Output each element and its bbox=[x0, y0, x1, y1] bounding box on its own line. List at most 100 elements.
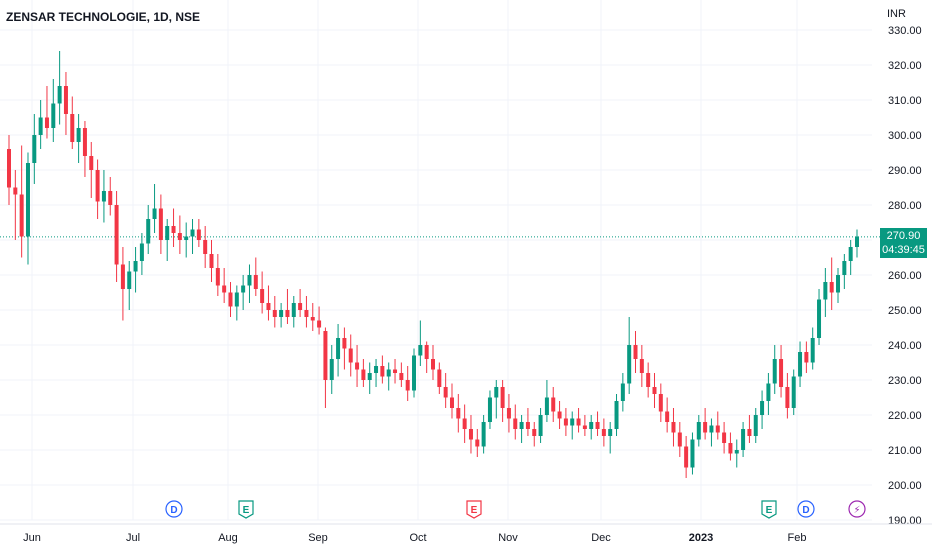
candle-body bbox=[589, 422, 594, 429]
candle-body bbox=[418, 345, 423, 356]
candle-body bbox=[184, 236, 189, 240]
candle-body bbox=[19, 194, 24, 237]
candle-body bbox=[538, 415, 543, 436]
candle-body bbox=[785, 387, 790, 408]
price-tick-label: 310.00 bbox=[888, 95, 922, 107]
candle-body bbox=[456, 408, 461, 419]
candle-body bbox=[272, 310, 277, 317]
candle-body bbox=[671, 422, 676, 433]
candle-body bbox=[355, 362, 360, 370]
candle-body bbox=[519, 422, 524, 429]
candle-body bbox=[772, 359, 777, 384]
candle-body bbox=[424, 345, 429, 359]
candle-body bbox=[817, 299, 822, 338]
candle-body bbox=[386, 369, 391, 377]
chart-title: ZENSAR TECHNOLOGIE, 1D, NSE bbox=[6, 10, 201, 24]
candle-body bbox=[32, 135, 37, 163]
event-marker-label: D bbox=[170, 505, 177, 516]
candle-body bbox=[836, 275, 841, 293]
candle-body bbox=[108, 191, 113, 205]
candle-body bbox=[82, 128, 87, 156]
candle-body bbox=[171, 226, 176, 233]
candle-body bbox=[7, 149, 11, 188]
candle-body bbox=[76, 128, 81, 142]
candle-body bbox=[753, 415, 758, 436]
candle-body bbox=[38, 117, 43, 135]
event-marker-label: D bbox=[802, 505, 809, 516]
candle-body bbox=[63, 86, 68, 114]
candle-body bbox=[747, 429, 752, 436]
candle-body bbox=[734, 450, 739, 454]
time-tick-label: Dec bbox=[591, 532, 611, 544]
candle-body bbox=[247, 275, 252, 286]
candle-body bbox=[361, 369, 366, 380]
candle-body bbox=[500, 387, 505, 408]
candle-body bbox=[779, 359, 784, 387]
candle-body bbox=[544, 397, 549, 415]
candle-body bbox=[601, 429, 606, 436]
candle-body bbox=[405, 380, 410, 391]
candle-body bbox=[380, 366, 385, 377]
price-tick-label: 300.00 bbox=[888, 130, 922, 142]
candle-body bbox=[13, 187, 18, 195]
candle-body bbox=[741, 429, 746, 450]
candle-body bbox=[133, 261, 138, 272]
candle-body bbox=[677, 432, 682, 447]
event-marker-label: E bbox=[766, 505, 773, 516]
price-tick-label: 330.00 bbox=[888, 25, 922, 37]
last-price-value: 270.90 bbox=[886, 230, 921, 242]
dividend-event-marker bbox=[165, 500, 183, 518]
candle-body bbox=[468, 429, 473, 440]
candle-body bbox=[608, 429, 613, 436]
candle-body bbox=[665, 411, 670, 422]
candle-body bbox=[329, 359, 334, 380]
price-tick-label: 210.00 bbox=[888, 445, 922, 457]
candle-body bbox=[652, 387, 657, 394]
candle-body bbox=[690, 439, 695, 468]
candle-body bbox=[715, 425, 720, 433]
candle-body bbox=[165, 226, 170, 240]
candle-body bbox=[582, 425, 587, 429]
candle-body bbox=[279, 310, 284, 317]
price-tick-label: 250.00 bbox=[888, 305, 922, 317]
candle-body bbox=[513, 418, 518, 429]
candle-body bbox=[139, 243, 144, 261]
time-tick-label: Oct bbox=[409, 532, 426, 544]
candle-body bbox=[684, 446, 689, 468]
candle-body bbox=[304, 310, 309, 317]
candle-body bbox=[728, 443, 733, 454]
price-tick-label: 190.00 bbox=[888, 515, 922, 527]
candle-body bbox=[791, 376, 796, 408]
candle-body bbox=[348, 348, 353, 363]
candle-body bbox=[196, 229, 201, 240]
candle-body bbox=[209, 254, 214, 268]
candle-body bbox=[253, 275, 258, 289]
candle-body bbox=[127, 271, 132, 289]
candle-body bbox=[576, 418, 581, 426]
candle-body bbox=[804, 352, 809, 363]
candle-body bbox=[443, 387, 448, 398]
candle-body bbox=[101, 191, 106, 202]
candle-body bbox=[709, 425, 714, 433]
event-marker-label: E bbox=[471, 505, 478, 516]
candle-body bbox=[563, 418, 568, 426]
time-tick-label: Sep bbox=[308, 532, 328, 544]
split-event-marker bbox=[848, 500, 866, 518]
candle-body bbox=[234, 292, 239, 307]
candle-body bbox=[855, 236, 859, 247]
candle-body bbox=[842, 261, 847, 275]
candle-body bbox=[633, 345, 638, 359]
price-tick-label: 260.00 bbox=[888, 270, 922, 282]
price-tick-label: 240.00 bbox=[888, 340, 922, 352]
event-marker-label: E bbox=[243, 505, 250, 516]
candle-body bbox=[696, 422, 701, 440]
candle-body bbox=[95, 170, 100, 202]
candle-body bbox=[374, 366, 379, 373]
price-tick-label: 290.00 bbox=[888, 165, 922, 177]
candle-body bbox=[44, 117, 49, 128]
earnings-event-marker bbox=[238, 500, 254, 519]
candle-body bbox=[241, 285, 246, 293]
candle-body bbox=[114, 205, 119, 265]
candle-body bbox=[317, 320, 322, 328]
